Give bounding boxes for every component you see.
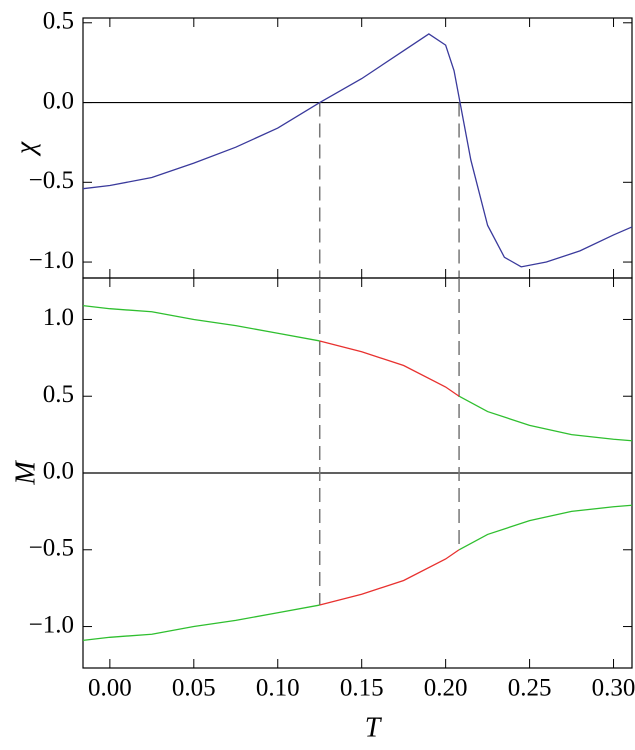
- x-tick-label: 0.05: [172, 675, 216, 702]
- curve: [82, 33, 633, 268]
- curve: [319, 549, 460, 606]
- y-axis-label: χ: [10, 141, 41, 157]
- y-tick-label: −0.5: [29, 167, 74, 194]
- plot-frame: [82, 17, 633, 279]
- y-tick-label: −1.0: [29, 611, 74, 638]
- curve: [319, 340, 460, 397]
- x-tick-label: 0.00: [88, 675, 132, 702]
- curve: [82, 504, 633, 642]
- y-tick-label: 0.0: [43, 458, 74, 485]
- y-tick-label: 1.0: [43, 304, 74, 331]
- x-axis-label: T: [365, 712, 383, 743]
- x-tick-label: 0.20: [424, 675, 468, 702]
- y-tick-label: 0.5: [43, 381, 74, 408]
- y-tick-label: −0.5: [29, 535, 74, 562]
- curve: [82, 304, 633, 442]
- y-axis-label: M: [10, 460, 41, 486]
- x-tick-label: 0.25: [508, 675, 552, 702]
- y-tick-label: −1.0: [29, 247, 74, 274]
- y-tick-label: 0.0: [43, 87, 74, 114]
- x-tick-label: 0.15: [340, 675, 384, 702]
- x-tick-label: 0.10: [256, 675, 300, 702]
- x-tick-label: 0.30: [592, 675, 635, 702]
- y-tick-label: 0.5: [43, 8, 74, 35]
